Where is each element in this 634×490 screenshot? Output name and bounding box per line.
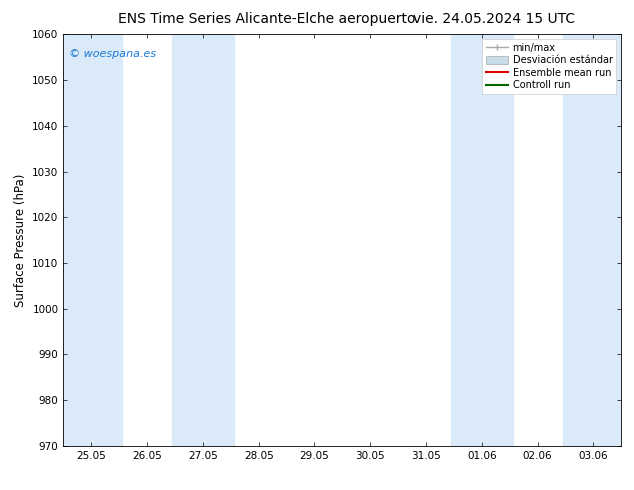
Text: © woespana.es: © woespana.es <box>69 49 156 59</box>
Text: ENS Time Series Alicante-Elche aeropuerto: ENS Time Series Alicante-Elche aeropuert… <box>117 12 415 26</box>
Bar <box>63 34 122 446</box>
Y-axis label: Surface Pressure (hPa): Surface Pressure (hPa) <box>14 173 27 307</box>
Text: vie. 24.05.2024 15 UTC: vie. 24.05.2024 15 UTC <box>413 12 576 26</box>
Legend: min/max, Desviación estándar, Ensemble mean run, Controll run: min/max, Desviación estándar, Ensemble m… <box>482 39 616 94</box>
Bar <box>172 34 233 446</box>
Bar <box>451 34 512 446</box>
Bar <box>563 34 621 446</box>
